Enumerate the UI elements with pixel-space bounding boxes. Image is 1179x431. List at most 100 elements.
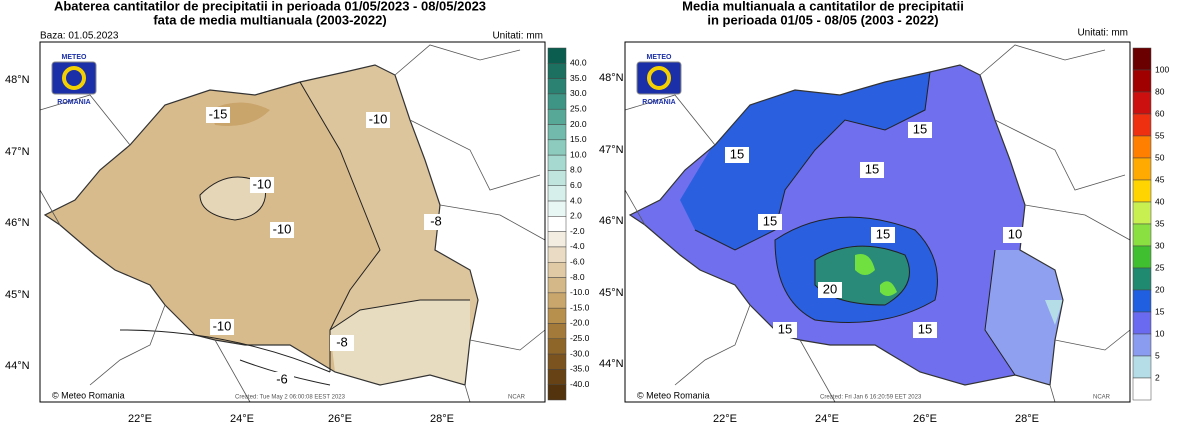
contour-label-box [818,282,842,298]
colorbar-label: 80 [1155,86,1165,96]
colorbar-box [547,262,567,278]
colorbar-label: -40.0 [570,379,590,389]
colorbar-label: 55 [1155,130,1165,140]
colorbar-label: -2.0 [570,226,585,236]
map-frame [624,41,1131,403]
lat-label: 46°N [5,217,30,229]
contour-label: -15 [209,106,228,121]
ncar: NCAR [1093,395,1111,401]
colorbar-box [1132,245,1152,269]
region [985,250,1063,385]
contour-label-box [871,227,895,243]
logo [636,61,682,95]
contour-label: 20 [823,281,837,296]
colorbar-label: 8.0 [570,165,582,175]
logo-text: ROMANIA [642,99,675,106]
contour-label: -8 [430,213,442,228]
colorbar-label: 15 [1155,306,1165,316]
border [1024,204,1131,241]
contour-label: 15 [876,226,890,241]
contour-label-box [424,214,448,230]
contour-label-box [908,122,932,138]
contour-label-box [725,147,749,163]
colorbar-box [547,139,567,156]
map-panel: Abaterea cantitatilor de precipitatii in… [5,0,590,425]
contour-label: 15 [865,161,879,176]
colorbar-label: 100 [1155,64,1169,74]
colorbar-label: 20 [1155,284,1165,294]
lat-label: 44°N [599,358,624,370]
colorbar-box [547,185,567,202]
contour-label-box [270,372,294,388]
colorbar-box [547,108,567,125]
border [1054,329,1131,351]
border [674,304,751,386]
contour [199,176,267,221]
contour [774,216,938,323]
border [799,339,836,403]
logo [51,61,97,95]
country-outline [628,64,1064,386]
base-date: Baza: 01.05.2023 [40,31,119,42]
contour-label-box [913,322,937,338]
contour-label-box [758,214,782,230]
contour-label-box [206,107,230,123]
colorbar-label: -20.0 [570,318,590,328]
colorbar-label: 30.0 [570,88,587,98]
colorbar-label: 2 [1155,372,1160,382]
colorbar-box [1132,223,1152,247]
colorbar-label: -4.0 [570,241,585,251]
lon-label: 24°E [230,413,254,425]
colorbar-label: 35.0 [570,73,587,83]
lon-label: 26°E [913,413,937,425]
colorbar-box [547,246,567,263]
region [880,281,897,296]
map-panel: Media multianuala a cantitatilor de prec… [599,0,1169,425]
lat-label: 47°N [599,144,624,156]
contour [694,71,931,251]
colorbar-box [547,369,567,385]
colorbar-box [547,124,567,141]
colorbar-box [1132,333,1152,357]
contour-label-box [366,112,390,128]
colorbar-label: 40.0 [570,58,587,68]
colorbar-box [547,63,567,79]
colorbar-box [1132,355,1152,379]
logo-text: METEO [647,54,672,61]
map-title: in perioada 01/05 - 08/05 (2003 - 2022) [707,12,938,27]
contour-label: 10 [1008,226,1022,241]
border [439,204,546,241]
colorbar-label: 6.0 [570,180,582,190]
colorbar-box [1132,91,1152,115]
colorbar-label: -6.0 [570,257,585,267]
region [200,177,266,220]
colorbar-box [547,200,567,217]
map-title: Media multianuala a cantitatilor de prec… [682,0,964,13]
contour-label: -8 [336,334,348,349]
map-title: fata de media multianuala (2003-2022) [153,12,386,27]
logo-text: METEO [62,54,87,61]
colorbar-label: 60 [1155,108,1165,118]
border [469,329,546,351]
border [624,189,646,226]
contour [119,329,331,373]
colorbar-box [547,47,567,64]
colorbar-label: 35 [1155,218,1165,228]
contour-label: -10 [253,176,272,191]
border [624,94,716,146]
contour-label: -6 [276,371,288,386]
border [409,119,541,191]
colorbar-label: 15.0 [570,134,587,144]
colorbar-box [1132,157,1152,181]
contour-label: 15 [918,321,932,336]
contour-label: 15 [778,321,792,336]
lat-label: 47°N [5,146,30,158]
colorbar-box [547,154,567,171]
colorbar-box [547,231,567,248]
border [39,94,131,146]
colorbar-label: -35.0 [570,364,590,374]
contour-label-box [1003,227,1027,243]
border [994,119,1126,191]
colorbar-box [547,323,567,340]
contour-label-box [773,322,797,338]
